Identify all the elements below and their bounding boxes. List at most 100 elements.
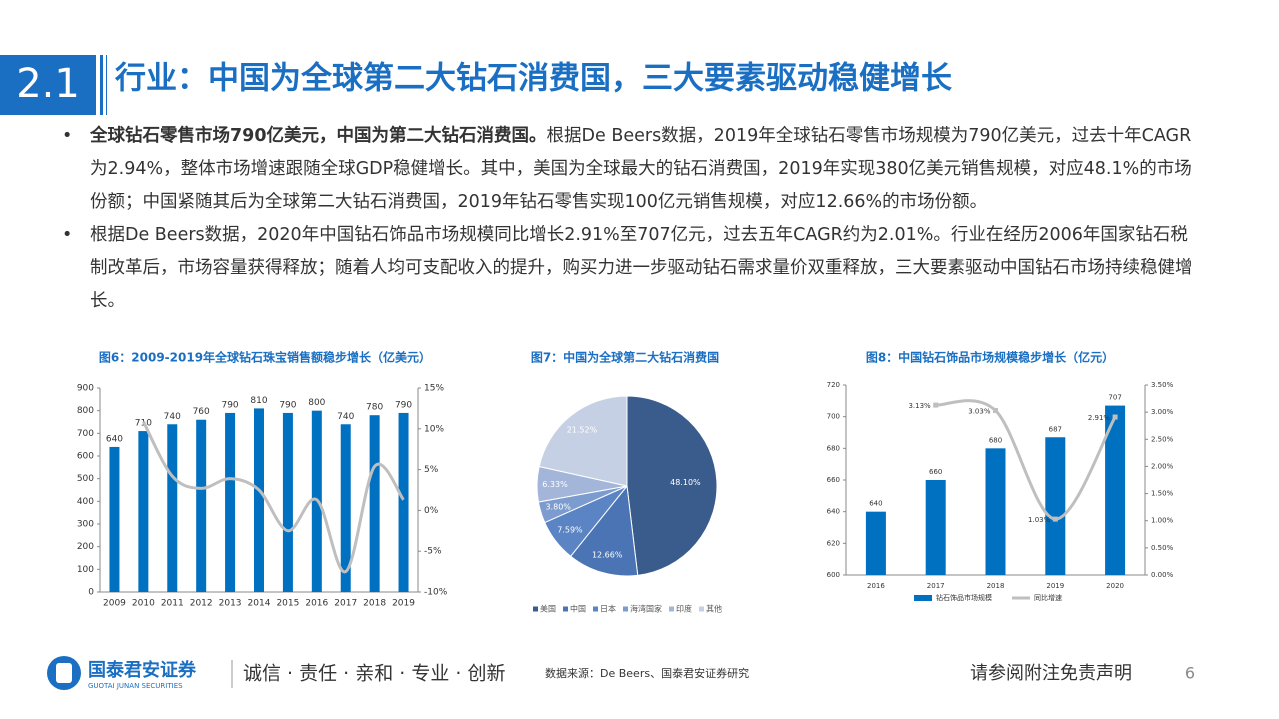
data-label: 1.03% bbox=[1028, 516, 1051, 524]
y-tick-label: 640 bbox=[827, 508, 840, 516]
slogan: 诚信 · 责任 · 亲和 · 专业 · 创新 bbox=[243, 663, 505, 685]
bullet: 根据De Beers数据，2020年中国钻石饰品市场规模同比增长2.91%至70… bbox=[62, 219, 1197, 318]
data-label: 21.52% bbox=[567, 425, 598, 434]
data-label: 790 bbox=[221, 400, 238, 410]
y-tick-label: 0 bbox=[88, 588, 94, 598]
x-tick-label: 2009 bbox=[103, 599, 126, 609]
legend-label: 其他 bbox=[706, 604, 722, 614]
pie-slice bbox=[626, 395, 718, 576]
divider bbox=[106, 55, 107, 115]
company-name: 国泰君安证券 bbox=[88, 659, 197, 681]
line-marker bbox=[933, 402, 939, 408]
pie-slice bbox=[538, 395, 628, 487]
x-tick-label: 2011 bbox=[161, 599, 184, 609]
x-tick-label: 2017 bbox=[334, 599, 357, 609]
legend-label: 钻石饰品市场规模 bbox=[936, 593, 992, 602]
legend-swatch bbox=[623, 606, 628, 612]
bullet-bold: 全球钻石零售市场790亿美元，中国为第二大钻石消费国。 bbox=[90, 126, 547, 146]
data-label: 6.33% bbox=[542, 480, 568, 489]
y-tick-label: 100 bbox=[77, 565, 94, 575]
legend-swatch bbox=[533, 606, 538, 612]
data-label: 2.91% bbox=[1088, 414, 1111, 422]
data-label: 640 bbox=[869, 500, 882, 508]
data-label: 740 bbox=[164, 412, 181, 422]
data-label: 3.03% bbox=[968, 408, 991, 416]
x-tick-label: 2020 bbox=[1106, 582, 1124, 590]
line-marker bbox=[1112, 414, 1118, 420]
data-label: 790 bbox=[279, 400, 296, 410]
data-label: 640 bbox=[106, 434, 123, 444]
bar bbox=[225, 412, 236, 592]
line-marker bbox=[1052, 516, 1058, 522]
x-tick-label: 2018 bbox=[987, 582, 1005, 590]
bar bbox=[1105, 405, 1126, 575]
data-label: 800 bbox=[308, 398, 325, 408]
legend-label: 美国 bbox=[540, 604, 556, 614]
x-tick-label: 2016 bbox=[305, 599, 328, 609]
x-tick-label: 2015 bbox=[276, 599, 299, 609]
legend-label: 日本 bbox=[600, 604, 616, 614]
bullet-list: 全球钻石零售市场790亿美元，中国为第二大钻石消费国。根据De Beers数据，… bbox=[62, 120, 1197, 318]
line bbox=[935, 399, 1117, 521]
legend-swatch bbox=[563, 606, 568, 612]
bar bbox=[109, 446, 120, 592]
pie-slice bbox=[569, 484, 639, 577]
data-label: 740 bbox=[337, 412, 354, 422]
chart-title: 图7：中国为全球第二大钻石消费国 bbox=[531, 350, 719, 365]
section-number: 2.1 bbox=[16, 61, 80, 107]
data-label: 7.59% bbox=[557, 525, 583, 534]
logo-icon bbox=[56, 663, 72, 683]
bar bbox=[398, 412, 409, 592]
chart-title: 图6：2009-2019年全球钻石珠宝销售额稳步增长（亿美元） bbox=[99, 350, 431, 365]
data-label: 790 bbox=[395, 400, 412, 410]
chart-title: 图8：中国钻石饰品市场规模稳步增长（亿元） bbox=[866, 350, 1114, 365]
y-tick-label: 700 bbox=[77, 429, 94, 439]
bar bbox=[985, 448, 1006, 575]
disclaimer: 请参阅附注免责声明 bbox=[970, 663, 1132, 684]
y-tick-label: 680 bbox=[827, 444, 840, 452]
line bbox=[142, 420, 405, 574]
bar bbox=[167, 424, 178, 592]
x-tick-label: 2010 bbox=[132, 599, 155, 609]
x-tick-label: 2012 bbox=[190, 599, 213, 609]
y-tick-label: 300 bbox=[77, 520, 94, 530]
y2-tick-label: -10% bbox=[424, 588, 448, 598]
data-label: 48.10% bbox=[670, 478, 701, 487]
x-tick-label: 2017 bbox=[927, 582, 945, 590]
bar bbox=[196, 419, 207, 592]
legend-swatch bbox=[914, 595, 932, 601]
y2-tick-label: 0.00% bbox=[1151, 571, 1174, 579]
legend-label: 中国 bbox=[570, 604, 586, 614]
x-tick-label: 2016 bbox=[867, 582, 885, 590]
y2-tick-label: 5% bbox=[424, 465, 439, 475]
bar bbox=[925, 480, 946, 575]
y2-tick-label: 2.00% bbox=[1151, 462, 1174, 470]
data-label: 780 bbox=[366, 403, 383, 413]
y2-tick-label: 1.00% bbox=[1151, 517, 1174, 525]
legend-swatch bbox=[593, 606, 598, 612]
bar bbox=[282, 412, 293, 592]
y2-tick-label: 15% bbox=[424, 384, 444, 394]
y2-tick-label: 0.50% bbox=[1151, 544, 1174, 552]
data-label: 707 bbox=[1108, 394, 1121, 402]
y-tick-label: 660 bbox=[827, 476, 840, 484]
x-tick-label: 2018 bbox=[363, 599, 386, 609]
company-name-en: GUOTAI JUNAN SECURITIES bbox=[88, 682, 183, 690]
legend-swatch bbox=[699, 606, 704, 612]
y2-tick-label: 2.50% bbox=[1151, 435, 1174, 443]
x-tick-label: 2014 bbox=[248, 599, 271, 609]
y-tick-label: 600 bbox=[827, 571, 840, 579]
bar bbox=[340, 424, 351, 592]
line-marker bbox=[993, 408, 998, 414]
x-tick-label: 2019 bbox=[392, 599, 415, 609]
bar bbox=[1045, 437, 1066, 575]
bar bbox=[865, 511, 886, 575]
y2-tick-label: 0% bbox=[424, 506, 439, 516]
bullet: 全球钻石零售市场790亿美元，中国为第二大钻石消费国。根据De Beers数据，… bbox=[62, 120, 1197, 219]
y2-tick-label: 10% bbox=[424, 424, 444, 434]
y-tick-label: 720 bbox=[827, 381, 840, 389]
bullet-text: 根据De Beers数据，2020年中国钻石饰品市场规模同比增长2.91%至70… bbox=[90, 225, 1193, 311]
y-tick-label: 800 bbox=[77, 406, 94, 416]
